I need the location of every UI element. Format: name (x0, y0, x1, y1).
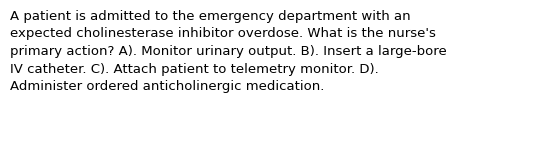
Text: A patient is admitted to the emergency department with an
expected cholinesteras: A patient is admitted to the emergency d… (10, 10, 447, 93)
